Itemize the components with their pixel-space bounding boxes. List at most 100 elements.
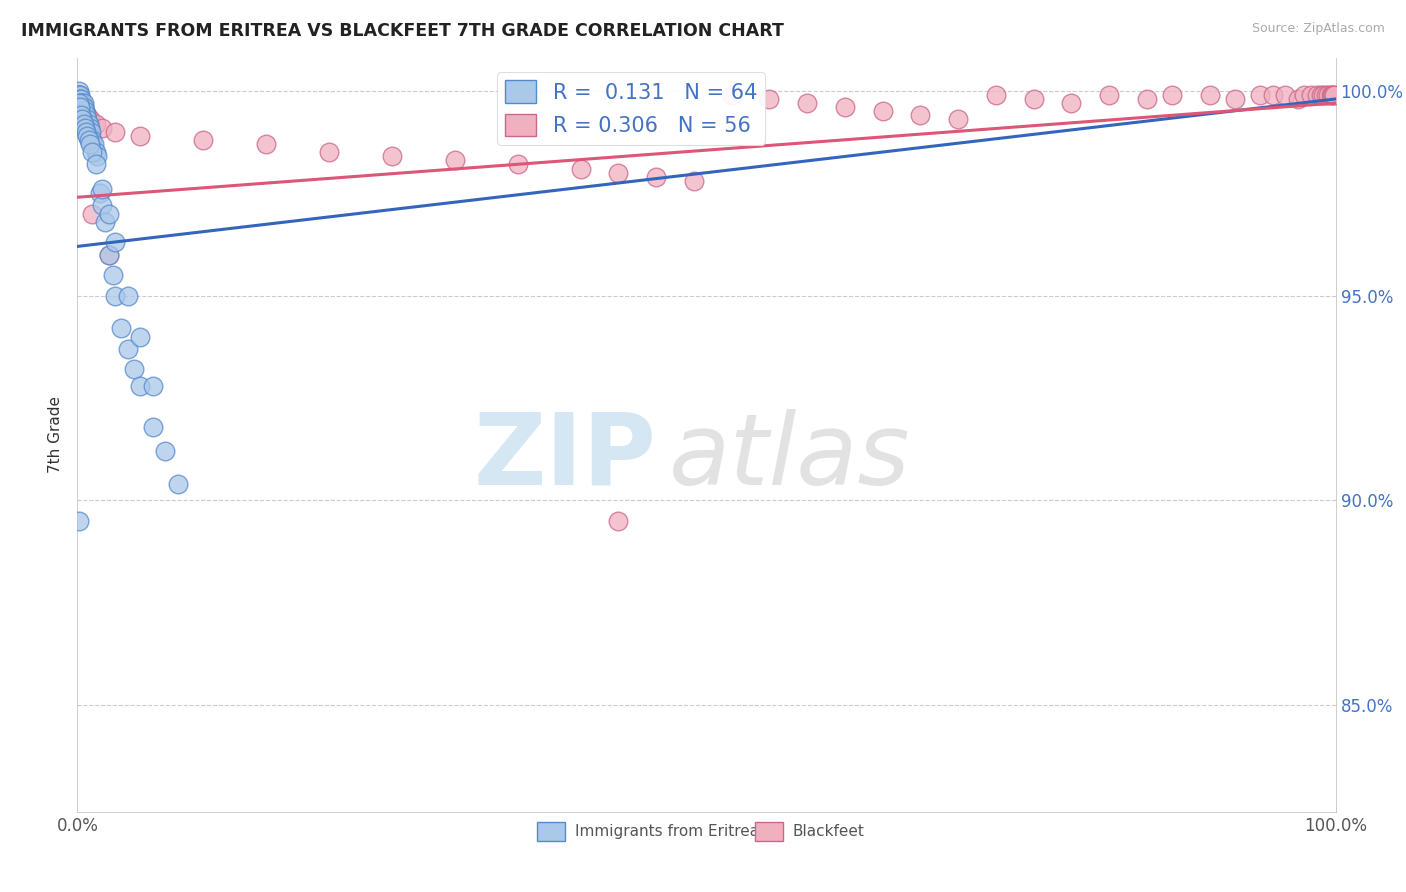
Point: [76, 112, 98, 127]
Point: [1312, 87, 1334, 102]
Point: [82, 207, 104, 221]
Point: [1261, 87, 1284, 102]
Point: [872, 104, 894, 119]
Point: [72, 104, 94, 119]
Point: [76, 120, 98, 135]
Point: [97, 247, 120, 261]
Point: [1299, 87, 1322, 102]
Point: [1098, 87, 1121, 102]
Point: [70, 108, 93, 122]
Point: [645, 169, 668, 184]
Point: [72, 108, 94, 122]
Point: [70, 96, 93, 111]
Point: [67, 87, 90, 102]
Point: [129, 329, 152, 343]
Point: [79, 120, 101, 135]
Point: [720, 87, 742, 102]
Point: [1309, 87, 1331, 102]
Point: [67, 92, 90, 106]
Point: [1060, 96, 1083, 111]
Point: [73, 104, 96, 119]
Point: [129, 128, 152, 143]
Point: [69, 96, 91, 111]
Point: [155, 444, 177, 458]
Point: [1319, 87, 1341, 102]
Point: [72, 96, 94, 111]
Point: [834, 100, 856, 114]
Point: [67, 87, 90, 102]
Point: [89, 186, 111, 201]
Point: [69, 100, 91, 114]
Point: [83, 136, 105, 151]
Text: Blackfeet: Blackfeet: [793, 824, 865, 838]
Point: [1136, 92, 1159, 106]
Point: [104, 235, 127, 250]
Point: [75, 116, 97, 130]
Point: [104, 125, 127, 139]
Point: [129, 378, 152, 392]
Point: [69, 100, 91, 114]
Point: [381, 149, 404, 163]
Point: [70, 100, 93, 114]
Point: [67, 514, 90, 528]
Point: [91, 198, 114, 212]
Point: [758, 92, 780, 106]
Point: [70, 96, 93, 111]
Point: [142, 378, 165, 392]
Point: [77, 116, 100, 130]
Point: [84, 145, 107, 160]
Point: [91, 120, 114, 135]
Point: [79, 136, 101, 151]
Point: [122, 362, 145, 376]
Point: [1223, 92, 1246, 106]
Point: [82, 145, 104, 160]
Point: [1306, 87, 1329, 102]
Point: [984, 87, 1007, 102]
Point: [569, 161, 592, 176]
Point: [86, 149, 108, 163]
Point: [72, 100, 94, 114]
Point: [1274, 87, 1296, 102]
Y-axis label: 7th Grade: 7th Grade: [48, 396, 63, 474]
Point: [117, 288, 139, 302]
Point: [73, 112, 96, 127]
Point: [73, 120, 96, 135]
Text: ZIP: ZIP: [474, 409, 657, 506]
Point: [607, 166, 630, 180]
Point: [79, 112, 101, 127]
Point: [69, 87, 91, 102]
Point: [80, 125, 103, 139]
Point: [607, 514, 630, 528]
Point: [67, 87, 90, 102]
Point: [72, 100, 94, 114]
Point: [796, 96, 818, 111]
Text: Source: ZipAtlas.com: Source: ZipAtlas.com: [1251, 22, 1385, 36]
Point: [76, 128, 98, 143]
Point: [67, 84, 90, 98]
Point: [1323, 87, 1346, 102]
Point: [101, 268, 124, 282]
Text: IMMIGRANTS FROM ERITREA VS BLACKFEET 7TH GRADE CORRELATION CHART: IMMIGRANTS FROM ERITREA VS BLACKFEET 7TH…: [21, 22, 785, 40]
Point: [191, 133, 215, 147]
Point: [444, 153, 467, 168]
Point: [72, 96, 94, 111]
Point: [1161, 87, 1184, 102]
Point: [67, 96, 90, 111]
Point: [1294, 87, 1316, 102]
Point: [67, 92, 90, 106]
Point: [79, 128, 101, 143]
Point: [69, 92, 91, 106]
Point: [910, 108, 932, 122]
Point: [1022, 92, 1045, 106]
Point: [94, 215, 117, 229]
Point: [1286, 92, 1309, 106]
Point: [75, 108, 97, 122]
Point: [72, 116, 94, 130]
Point: [948, 112, 970, 127]
Point: [84, 157, 107, 171]
Point: [70, 104, 93, 119]
Point: [142, 419, 165, 434]
Text: atlas: atlas: [669, 409, 911, 506]
Point: [117, 342, 139, 356]
Point: [1320, 87, 1343, 102]
